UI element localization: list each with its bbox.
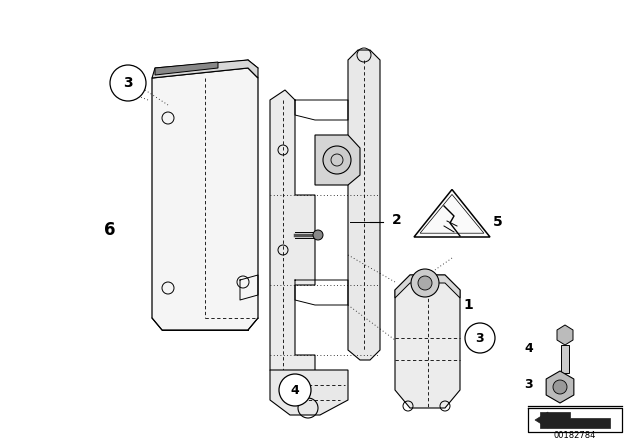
- Polygon shape: [540, 412, 610, 428]
- Polygon shape: [557, 325, 573, 345]
- Circle shape: [411, 269, 439, 297]
- Circle shape: [110, 65, 146, 101]
- Text: 3: 3: [524, 379, 533, 392]
- Text: 5: 5: [493, 215, 503, 229]
- Polygon shape: [535, 412, 548, 428]
- Polygon shape: [348, 50, 380, 360]
- Text: 3: 3: [123, 76, 133, 90]
- Circle shape: [279, 374, 311, 406]
- Text: 00182784: 00182784: [554, 431, 596, 439]
- Polygon shape: [270, 90, 315, 385]
- Text: 2: 2: [392, 213, 402, 227]
- Polygon shape: [155, 62, 218, 75]
- Circle shape: [465, 323, 495, 353]
- Circle shape: [323, 146, 351, 174]
- Text: 4: 4: [524, 341, 533, 354]
- Circle shape: [553, 380, 567, 394]
- Polygon shape: [395, 275, 460, 298]
- Polygon shape: [152, 60, 258, 78]
- Circle shape: [418, 276, 432, 290]
- Polygon shape: [561, 345, 569, 373]
- Text: 3: 3: [476, 332, 484, 345]
- Text: 6: 6: [104, 221, 116, 239]
- Polygon shape: [546, 371, 574, 403]
- Polygon shape: [270, 370, 348, 415]
- Circle shape: [313, 230, 323, 240]
- Text: 1: 1: [463, 298, 473, 312]
- Polygon shape: [414, 190, 490, 237]
- Polygon shape: [152, 68, 258, 330]
- Polygon shape: [315, 135, 360, 185]
- Text: 4: 4: [291, 383, 300, 396]
- Polygon shape: [395, 275, 460, 408]
